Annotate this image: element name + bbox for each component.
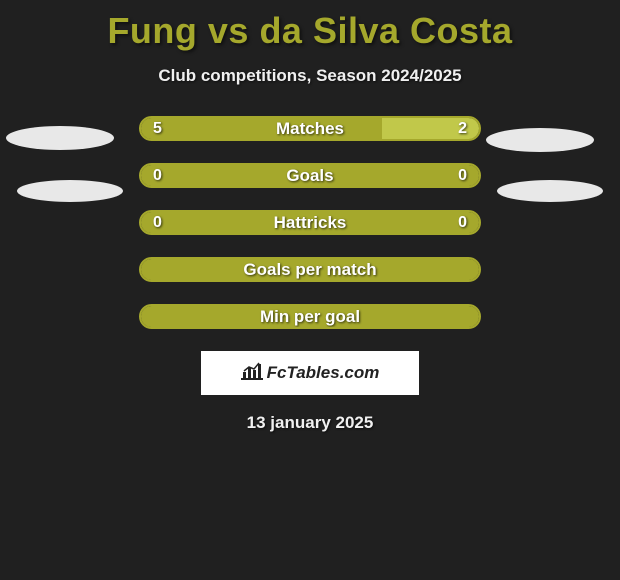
bar-label: Min per goal xyxy=(260,307,360,327)
bar-value-left: 0 xyxy=(153,167,162,185)
stat-bar: Goals 0 0 xyxy=(139,163,481,188)
comparison-row: Matches 5 2 xyxy=(0,116,620,141)
bar-label: Goals xyxy=(286,166,333,186)
stat-bar: Matches 5 2 xyxy=(139,116,481,141)
comparison-row: Hattricks 0 0 xyxy=(0,210,620,235)
brand-box: FcTables.com xyxy=(201,351,419,395)
bar-label: Matches xyxy=(276,119,344,139)
stat-bar: Min per goal xyxy=(139,304,481,329)
bar-value-left: 0 xyxy=(153,214,162,232)
bar-value-right: 0 xyxy=(458,167,467,185)
stat-bar: Hattricks 0 0 xyxy=(139,210,481,235)
subtitle: Club competitions, Season 2024/2025 xyxy=(0,66,620,86)
bar-label: Goals per match xyxy=(243,260,376,280)
bar-value-right: 0 xyxy=(458,214,467,232)
bar-segment-left xyxy=(141,118,382,139)
page-title: Fung vs da Silva Costa xyxy=(0,0,620,52)
comparison-row: Goals 0 0 xyxy=(0,163,620,188)
comparison-row: Min per goal xyxy=(0,304,620,329)
comparison-row: Goals per match xyxy=(0,257,620,282)
stat-bar: Goals per match xyxy=(139,257,481,282)
chart-icon xyxy=(241,362,263,385)
bar-value-right: 2 xyxy=(458,120,467,138)
bar-label: Hattricks xyxy=(274,213,347,233)
bar-value-left: 5 xyxy=(153,120,162,138)
brand-text: FcTables.com xyxy=(267,363,380,383)
date-text: 13 january 2025 xyxy=(0,413,620,433)
